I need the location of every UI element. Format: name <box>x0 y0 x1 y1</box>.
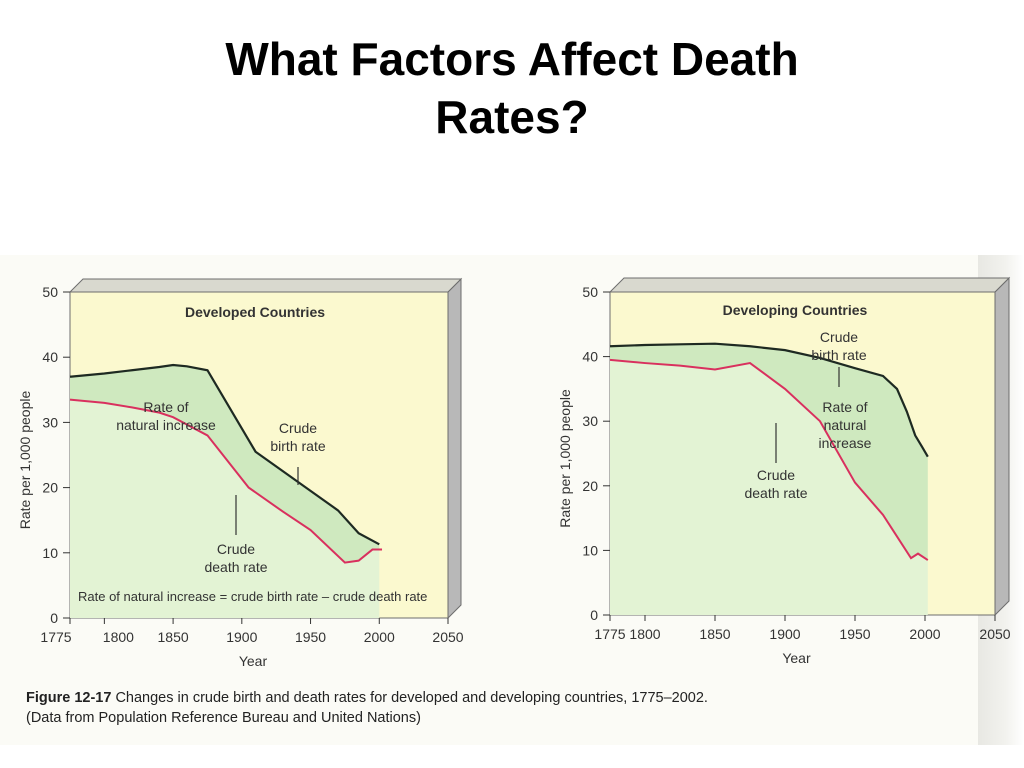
natural-increase-formula: Rate of natural increase = crude birth r… <box>78 589 427 604</box>
y-tick-label: 0 <box>590 607 598 623</box>
x-tick-label: 2000 <box>909 626 940 642</box>
death-rate-label: Crude death rate <box>204 541 267 575</box>
x-tick-label: 1850 <box>158 629 189 645</box>
x-tick-label: 1850 <box>699 626 730 642</box>
y-tick-label: 10 <box>42 545 58 561</box>
figure-source: (Data from Population Reference Bureau a… <box>26 710 421 726</box>
x-axis-title: Year <box>782 650 811 666</box>
x-tick-label: 1775 <box>40 629 71 645</box>
chart-title: Developing Countries <box>723 302 868 318</box>
natural-increase-label: Rate of natural increase <box>819 399 872 451</box>
birth-rate-label: Crude birth rate <box>270 420 325 454</box>
panel-top-face <box>68 278 463 293</box>
natural-increase-label: Rate of natural increase <box>116 399 216 433</box>
y-tick-label: 50 <box>42 284 58 300</box>
x-tick-label: 1800 <box>103 629 134 645</box>
y-tick-label: 50 <box>582 284 598 300</box>
crude-death-rate-line <box>609 358 929 561</box>
x-axis-title: Year <box>239 653 268 669</box>
panel-side-face <box>994 276 1010 617</box>
figure-caption-text: Changes in crude birth and death rates f… <box>115 690 708 706</box>
slide-title-line-1: What Factors Affect Death <box>225 33 799 85</box>
panel-side-face <box>447 277 462 620</box>
crude-birth-rate-line <box>609 342 929 458</box>
birth-rate-label: Crude birth rate <box>811 329 866 363</box>
y-axis-title: Rate per 1,000 people <box>557 389 573 528</box>
x-tick-label: 1950 <box>295 629 326 645</box>
crude-death-rate-line <box>69 398 383 564</box>
y-axis-title: Rate per 1,000 people <box>17 391 33 530</box>
y-tick-label: 30 <box>582 413 598 429</box>
figure-number: Figure 12-17 <box>26 690 112 706</box>
y-tick-label: 20 <box>42 480 58 496</box>
developed-countries-chart: 0 10 20 30 40 50 1775 1800 1850 1900 1950 2000 2050 Y… <box>17 277 464 669</box>
x-tick-label: 1900 <box>769 626 800 642</box>
chart-title: Developed Countries <box>185 304 325 320</box>
figure-caption: Figure 12-17 Changes in crude birth and … <box>26 688 926 728</box>
y-tick-label: 10 <box>582 542 598 558</box>
slide-title: What Factors Affect Death Rates? <box>140 30 884 146</box>
x-tick-label: 2050 <box>432 629 463 645</box>
panel-top-face <box>608 277 1011 293</box>
y-tick-label: 20 <box>582 478 598 494</box>
crude-birth-rate-line <box>69 363 380 546</box>
developing-countries-chart: 0 10 20 30 40 50 1775 1800 1850 1900 1950 2000 2050 Y… <box>557 276 1011 666</box>
x-tick-label: 1900 <box>226 629 257 645</box>
x-tick-label: 1800 <box>629 626 660 642</box>
y-tick-label: 40 <box>42 349 58 365</box>
below-death-rate-area <box>610 359 928 615</box>
y-tick-label: 40 <box>582 349 598 365</box>
x-tick-label: 1950 <box>839 626 870 642</box>
x-tick-label: 2000 <box>364 629 395 645</box>
x-tick-label: 2050 <box>979 626 1010 642</box>
natural-increase-area <box>70 365 380 563</box>
slide-title-line-2: Rates? <box>435 91 589 143</box>
death-rate-label: Crude death rate <box>744 467 807 501</box>
y-tick-label: 30 <box>42 414 58 430</box>
x-tick-label: 1775 <box>594 626 625 642</box>
below-death-rate-area <box>70 399 380 618</box>
natural-increase-area <box>610 343 928 561</box>
y-tick-label: 0 <box>50 610 58 626</box>
